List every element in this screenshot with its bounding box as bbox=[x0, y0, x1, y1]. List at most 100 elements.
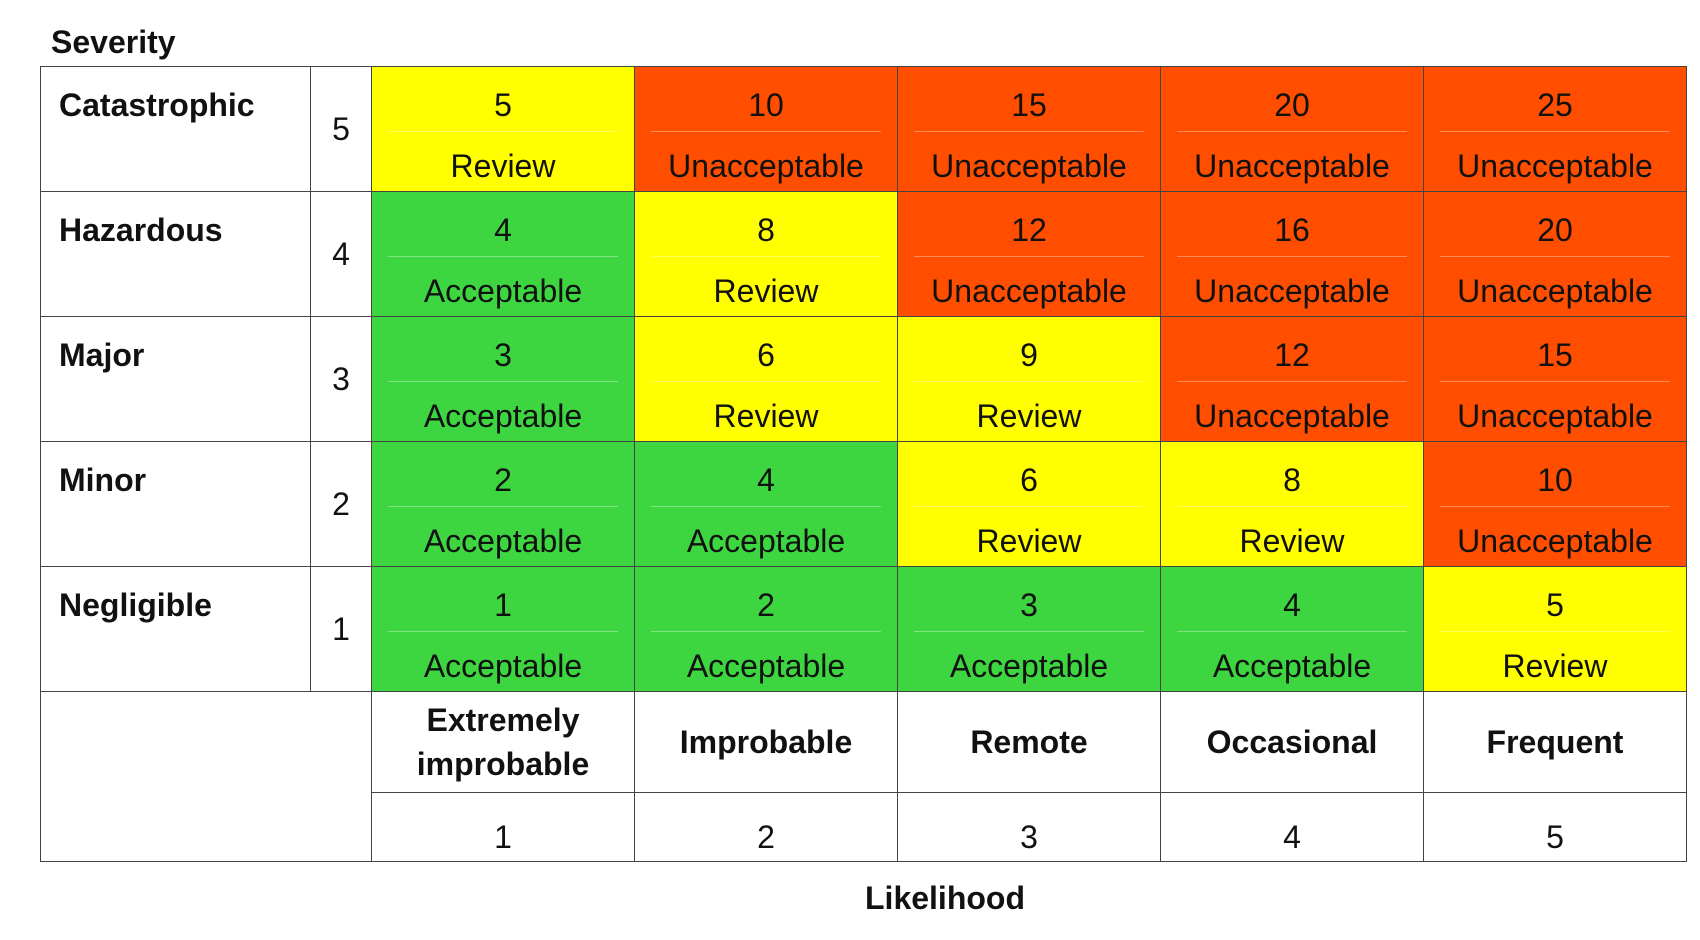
severity-row: Catastrophic 5 5 Review 10 Unacceptable 15 Unac… bbox=[40, 66, 1687, 192]
risk-cell-content: 10 Unacceptable bbox=[1440, 442, 1670, 566]
cell-divider bbox=[914, 131, 1144, 132]
risk-cell: 4 Acceptable bbox=[371, 191, 635, 317]
risk-cell-content: 20 Unacceptable bbox=[1440, 192, 1670, 316]
cell-divider bbox=[651, 381, 881, 382]
risk-cell: 4 Acceptable bbox=[1160, 566, 1424, 692]
likelihood-value: 1 bbox=[371, 792, 635, 862]
risk-cell-content: 9 Review bbox=[914, 317, 1144, 441]
risk-cell-content: 5 Review bbox=[1440, 567, 1670, 691]
risk-score: 20 bbox=[1537, 212, 1573, 248]
risk-score: 6 bbox=[1020, 462, 1038, 498]
risk-cell-content: 4 Acceptable bbox=[388, 192, 618, 316]
risk-cell-content: 6 Review bbox=[651, 317, 881, 441]
risk-cell: 16 Unacceptable bbox=[1160, 191, 1424, 317]
cell-divider bbox=[651, 131, 881, 132]
risk-rating: Review bbox=[976, 398, 1082, 434]
severity-axis-title: Severity bbox=[51, 24, 176, 60]
risk-score: 15 bbox=[1011, 87, 1047, 123]
severity-value: 5 bbox=[310, 66, 372, 192]
risk-cell-content: 1 Acceptable bbox=[388, 567, 618, 691]
cell-divider bbox=[1440, 381, 1670, 382]
blank-corner-cell bbox=[40, 691, 372, 862]
risk-cell-content: 4 Acceptable bbox=[1177, 567, 1407, 691]
risk-rating: Review bbox=[450, 148, 556, 184]
risk-cell-content: 15 Unacceptable bbox=[1440, 317, 1670, 441]
risk-score: 1 bbox=[494, 587, 512, 623]
risk-rating: Review bbox=[1502, 648, 1608, 684]
risk-cell-content: 16 Unacceptable bbox=[1177, 192, 1407, 316]
severity-name: Catastrophic bbox=[40, 66, 311, 192]
likelihood-value: 2 bbox=[634, 792, 898, 862]
cell-divider bbox=[388, 506, 618, 507]
risk-score: 9 bbox=[1020, 337, 1038, 373]
risk-cell-content: 6 Review bbox=[914, 442, 1144, 566]
risk-cell: 12 Unacceptable bbox=[1160, 316, 1424, 442]
risk-score: 2 bbox=[494, 462, 512, 498]
risk-score: 16 bbox=[1274, 212, 1310, 248]
risk-cell: 4 Acceptable bbox=[634, 441, 898, 567]
risk-cell: 10 Unacceptable bbox=[1423, 441, 1687, 567]
risk-rating: Unacceptable bbox=[931, 273, 1127, 309]
risk-cell: 5 Review bbox=[371, 66, 635, 192]
risk-score: 12 bbox=[1274, 337, 1310, 373]
cell-divider bbox=[651, 256, 881, 257]
risk-cell: 2 Acceptable bbox=[634, 566, 898, 692]
risk-cell-content: 3 Acceptable bbox=[914, 567, 1144, 691]
severity-value: 1 bbox=[310, 566, 372, 692]
cell-divider bbox=[651, 506, 881, 507]
cell-divider bbox=[914, 631, 1144, 632]
risk-cell: 12 Unacceptable bbox=[897, 191, 1161, 317]
likelihood-name: Occasional bbox=[1160, 691, 1424, 793]
risk-cell: 6 Review bbox=[897, 441, 1161, 567]
risk-cell-content: 8 Review bbox=[1177, 442, 1407, 566]
cell-divider bbox=[914, 381, 1144, 382]
risk-score: 20 bbox=[1274, 87, 1310, 123]
cell-divider bbox=[1177, 631, 1407, 632]
cell-divider bbox=[388, 381, 618, 382]
risk-score: 3 bbox=[494, 337, 512, 373]
cell-divider bbox=[388, 631, 618, 632]
risk-score: 3 bbox=[1020, 587, 1038, 623]
risk-score: 15 bbox=[1537, 337, 1573, 373]
risk-cell-content: 12 Unacceptable bbox=[1177, 317, 1407, 441]
likelihood-value: 3 bbox=[897, 792, 1161, 862]
severity-row: Major 3 3 Acceptable 6 Review 9 Review 12 Unaccep… bbox=[40, 316, 1687, 442]
risk-cell: 2 Acceptable bbox=[371, 441, 635, 567]
risk-cell: 20 Unacceptable bbox=[1423, 191, 1687, 317]
likelihood-name: Extremely improbable bbox=[371, 691, 635, 793]
risk-rating: Review bbox=[713, 273, 819, 309]
cell-divider bbox=[1177, 506, 1407, 507]
risk-cell-content: 2 Acceptable bbox=[651, 567, 881, 691]
cell-divider bbox=[1177, 131, 1407, 132]
risk-rating: Acceptable bbox=[423, 523, 583, 559]
severity-name: Minor bbox=[40, 441, 311, 567]
cell-divider bbox=[1177, 381, 1407, 382]
risk-score: 12 bbox=[1011, 212, 1047, 248]
risk-score: 10 bbox=[748, 87, 784, 123]
risk-cell-content: 8 Review bbox=[651, 192, 881, 316]
risk-rating: Unacceptable bbox=[931, 148, 1127, 184]
risk-rating: Acceptable bbox=[1212, 648, 1372, 684]
risk-cell: 1 Acceptable bbox=[371, 566, 635, 692]
risk-score: 4 bbox=[1283, 587, 1301, 623]
risk-rating: Unacceptable bbox=[1194, 273, 1390, 309]
cell-divider bbox=[1440, 631, 1670, 632]
risk-cell: 5 Review bbox=[1423, 566, 1687, 692]
risk-cell-content: 12 Unacceptable bbox=[914, 192, 1144, 316]
likelihood-value: 4 bbox=[1160, 792, 1424, 862]
cell-divider bbox=[914, 256, 1144, 257]
cell-divider bbox=[388, 131, 618, 132]
risk-cell-content: 3 Acceptable bbox=[388, 317, 618, 441]
risk-cell-content: 5 Review bbox=[388, 67, 618, 191]
risk-rating: Acceptable bbox=[949, 648, 1109, 684]
likelihood-axis-title: Likelihood bbox=[865, 880, 1025, 916]
risk-score: 2 bbox=[757, 587, 775, 623]
risk-rating: Review bbox=[713, 398, 819, 434]
risk-matrix-body: Catastrophic 5 5 Review 10 Unacceptable 15 Unac… bbox=[40, 66, 1687, 862]
risk-cell: 6 Review bbox=[634, 316, 898, 442]
likelihood-value: 5 bbox=[1423, 792, 1687, 862]
risk-cell: 3 Acceptable bbox=[897, 566, 1161, 692]
risk-cell-content: 4 Acceptable bbox=[651, 442, 881, 566]
severity-row: Hazardous 4 4 Acceptable 8 Review 12 Unacceptab… bbox=[40, 191, 1687, 317]
